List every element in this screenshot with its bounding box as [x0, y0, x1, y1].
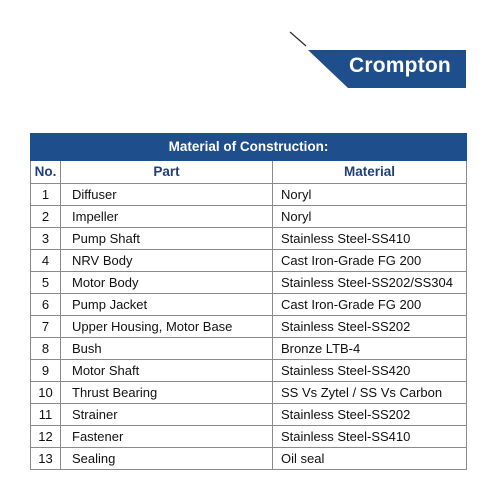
table-header-row: No. Part Material	[30, 160, 468, 184]
row-number: 3	[30, 227, 61, 250]
row-part: Motor Body	[60, 271, 273, 294]
table-row: 9 Motor Shaft Stainless Steel-SS420	[30, 359, 468, 382]
row-part: Pump Shaft	[60, 227, 273, 250]
table-title-row: Material of Construction:	[29, 133, 468, 161]
row-number: 10	[30, 381, 61, 404]
row-part: Upper Housing, Motor Base	[60, 315, 273, 338]
row-number: 9	[30, 359, 61, 382]
row-material: Stainless Steel-SS202	[271, 315, 468, 338]
row-material: Oil seal	[271, 447, 468, 470]
logo-wordmark: Crompton	[349, 54, 451, 77]
row-number: 7	[30, 315, 61, 338]
row-part: NRV Body	[60, 249, 273, 272]
column-header-no: No.	[30, 160, 61, 184]
row-material: Stainless Steel-SS202/SS304	[271, 271, 468, 294]
row-part: Pump Jacket	[60, 293, 273, 316]
row-number: 6	[30, 293, 61, 316]
row-material: Bronze LTB-4	[271, 337, 468, 360]
row-number: 1	[30, 183, 61, 206]
row-material: Noryl	[271, 205, 468, 228]
row-material: Stainless Steel-SS420	[271, 359, 468, 382]
table-row: 8 Bush Bronze LTB-4	[30, 337, 468, 360]
row-part: Bush	[60, 337, 273, 360]
row-number: 8	[30, 337, 61, 360]
row-material: Stainless Steel-SS410	[271, 425, 468, 448]
logo-banner-shape	[289, 31, 466, 88]
column-header-material: Material	[271, 160, 468, 184]
table-row: 6 Pump Jacket Cast Iron-Grade FG 200	[30, 293, 468, 316]
row-part: Motor Shaft	[60, 359, 273, 382]
table-row: 10 Thrust Bearing SS Vs Zytel / SS Vs Ca…	[30, 381, 468, 404]
row-material: Noryl	[271, 183, 468, 206]
row-part: Strainer	[60, 403, 273, 426]
row-material: Cast Iron-Grade FG 200	[271, 249, 468, 272]
table-title: Material of Construction:	[29, 133, 468, 161]
row-part: Thrust Bearing	[60, 381, 273, 404]
row-material: Cast Iron-Grade FG 200	[271, 293, 468, 316]
table-row: 1 Diffuser Noryl	[30, 183, 468, 206]
row-part: Fastener	[60, 425, 273, 448]
row-material: SS Vs Zytel / SS Vs Carbon	[271, 381, 468, 404]
row-number: 11	[30, 403, 61, 426]
row-number: 4	[30, 249, 61, 272]
table-row: 2 Impeller Noryl	[30, 205, 468, 228]
row-material: Stainless Steel-SS410	[271, 227, 468, 250]
table-row: 3 Pump Shaft Stainless Steel-SS410	[30, 227, 468, 250]
row-number: 13	[30, 447, 61, 470]
material-of-construction-table: Material of Construction: No. Part Mater…	[29, 133, 468, 470]
crompton-logo: Crompton	[288, 30, 468, 92]
table-row: 12 Fastener Stainless Steel-SS410	[30, 425, 468, 448]
table-row: 4 NRV Body Cast Iron-Grade FG 200	[30, 249, 468, 272]
table-row: 11 Strainer Stainless Steel-SS202	[30, 403, 468, 426]
table-row: 7 Upper Housing, Motor Base Stainless St…	[30, 315, 468, 338]
row-number: 5	[30, 271, 61, 294]
row-part: Impeller	[60, 205, 273, 228]
row-number: 12	[30, 425, 61, 448]
table-row: 5 Motor Body Stainless Steel-SS202/SS304	[30, 271, 468, 294]
row-part: Sealing	[60, 447, 273, 470]
row-number: 2	[30, 205, 61, 228]
row-part: Diffuser	[60, 183, 273, 206]
column-header-part: Part	[60, 160, 273, 184]
table-row: 13 Sealing Oil seal	[30, 447, 468, 470]
row-material: Stainless Steel-SS202	[271, 403, 468, 426]
